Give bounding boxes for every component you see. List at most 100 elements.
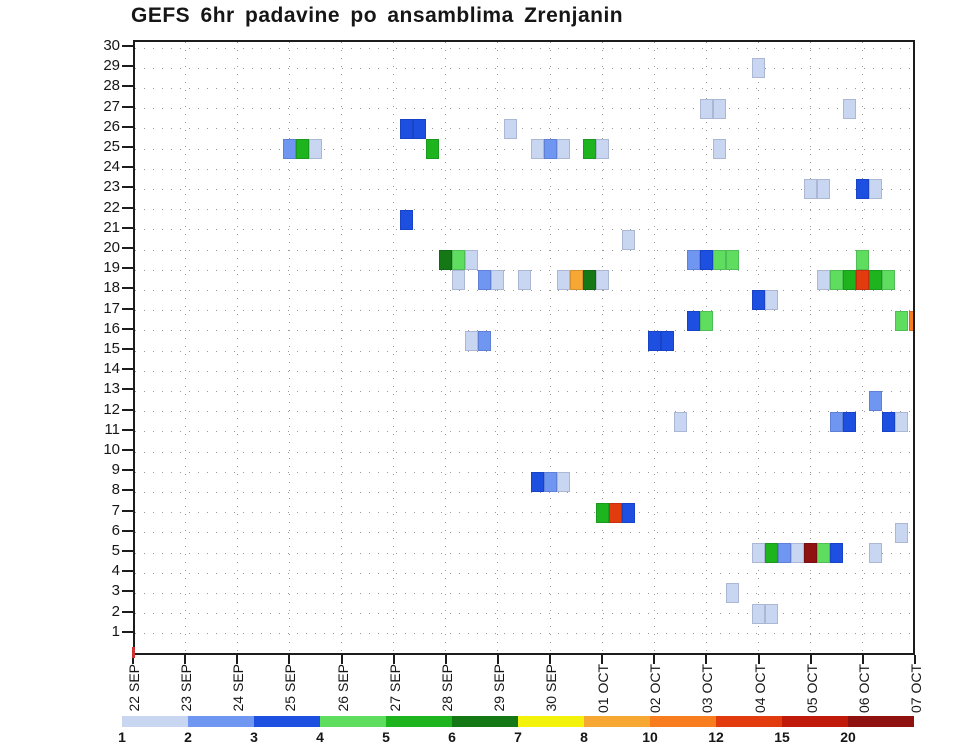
colorbar-segment xyxy=(584,716,650,727)
y-axis-label: 5 xyxy=(111,542,120,559)
precip-cell xyxy=(413,118,427,139)
y-axis-label: 16 xyxy=(103,319,120,337)
precip-cell xyxy=(556,138,570,159)
y-tick xyxy=(122,630,133,633)
x-axis-label: 26 SEP xyxy=(334,664,351,712)
gridline-horizontal xyxy=(135,633,913,635)
y-tick xyxy=(122,45,133,47)
gridline-horizontal xyxy=(135,512,913,514)
gridline-horizontal xyxy=(135,552,913,554)
precip-cell xyxy=(400,209,414,230)
y-axis-label: 11 xyxy=(104,420,120,438)
precip-cell xyxy=(282,138,296,159)
precip-cell xyxy=(595,502,609,523)
precip-cell xyxy=(608,502,622,523)
y-axis-label: 23 xyxy=(103,178,120,196)
y-axis-label: 6 xyxy=(111,521,120,539)
precip-cell xyxy=(713,138,726,159)
colorbar-tick-label: 10 xyxy=(642,729,658,742)
x-axis-label: 06 OCT xyxy=(855,664,872,714)
precip-cell xyxy=(895,411,909,432)
gridline-horizontal xyxy=(135,289,913,291)
gridline-vertical xyxy=(236,42,238,653)
x-tick xyxy=(861,655,864,664)
y-tick xyxy=(122,550,133,552)
gridline-vertical xyxy=(549,42,551,653)
y-axis-label: 17 xyxy=(103,299,120,317)
x-axis-label: 27 SEP xyxy=(386,664,403,712)
gridline-vertical xyxy=(288,42,290,653)
precip-cell xyxy=(843,98,857,119)
precip-cell xyxy=(699,310,713,331)
precip-cell xyxy=(660,330,674,351)
gridline-horizontal xyxy=(135,350,913,352)
precip-cell xyxy=(830,542,844,563)
x-tick xyxy=(236,655,239,664)
gridline-horizontal xyxy=(135,229,913,231)
y-tick xyxy=(122,509,133,512)
precip-cell xyxy=(817,542,831,563)
x-tick xyxy=(705,655,708,664)
precip-cell xyxy=(426,138,440,159)
y-tick xyxy=(122,267,133,270)
colorbar-tick-label: 2 xyxy=(184,729,192,742)
colorbar-tick-label: 20 xyxy=(840,729,856,742)
y-tick xyxy=(122,348,133,350)
precip-cell xyxy=(543,472,557,493)
precip-cell xyxy=(543,138,557,159)
precip-cell xyxy=(569,270,583,291)
precip-cell xyxy=(686,250,700,270)
precip-cell xyxy=(856,270,870,291)
precip-cell xyxy=(530,472,544,493)
origin-time-marker xyxy=(132,647,135,658)
precip-cell xyxy=(752,603,766,624)
x-tick xyxy=(653,655,656,664)
y-tick xyxy=(122,206,133,209)
precip-cell xyxy=(595,270,609,291)
x-axis-label: 02 OCT xyxy=(647,664,664,714)
precip-cell xyxy=(817,270,831,291)
y-tick xyxy=(122,570,133,573)
gridline-vertical xyxy=(758,42,760,653)
plot-area xyxy=(133,40,915,655)
colorbar-segment xyxy=(650,716,716,727)
y-tick xyxy=(122,247,133,249)
precip-cell xyxy=(752,542,766,563)
gridline-horizontal xyxy=(135,128,913,130)
x-axis-label: 23 SEP xyxy=(178,664,195,712)
x-axis-label: 03 OCT xyxy=(699,664,716,714)
precip-cell xyxy=(752,290,766,311)
gridline-horizontal xyxy=(135,471,913,473)
y-tick xyxy=(122,287,133,290)
colorbar-tick-label: 12 xyxy=(708,729,724,742)
precip-cell xyxy=(856,179,870,200)
y-tick xyxy=(122,327,133,330)
colorbar-segment xyxy=(386,716,452,727)
x-tick xyxy=(184,655,187,664)
x-tick xyxy=(496,655,499,664)
y-tick xyxy=(122,469,133,472)
chart-title: GEFS 6hr padavine po ansamblima Zrenjani… xyxy=(131,4,624,27)
precip-cell xyxy=(439,250,453,270)
precip-cell xyxy=(895,522,909,543)
y-axis-label: 1 xyxy=(111,622,120,640)
y-axis-label: 27 xyxy=(103,97,120,115)
colorbar-tick-label: 1 xyxy=(118,729,126,742)
precip-cell xyxy=(517,270,531,291)
precip-cell xyxy=(673,411,687,432)
precip-cell xyxy=(686,310,700,331)
gridline-horizontal xyxy=(135,592,913,594)
precip-cell xyxy=(621,229,635,250)
x-axis-label: 22 SEP xyxy=(126,664,142,712)
gridline-vertical xyxy=(184,42,186,653)
x-axis-label: 28 SEP xyxy=(438,664,455,712)
precip-cell xyxy=(308,138,322,159)
precip-cell xyxy=(726,583,740,604)
y-tick xyxy=(122,125,133,128)
y-tick xyxy=(122,489,133,492)
y-tick xyxy=(122,226,133,229)
precip-cell xyxy=(621,502,635,523)
gridline-vertical xyxy=(445,42,447,653)
colorbar-tick-label: 15 xyxy=(774,729,790,742)
